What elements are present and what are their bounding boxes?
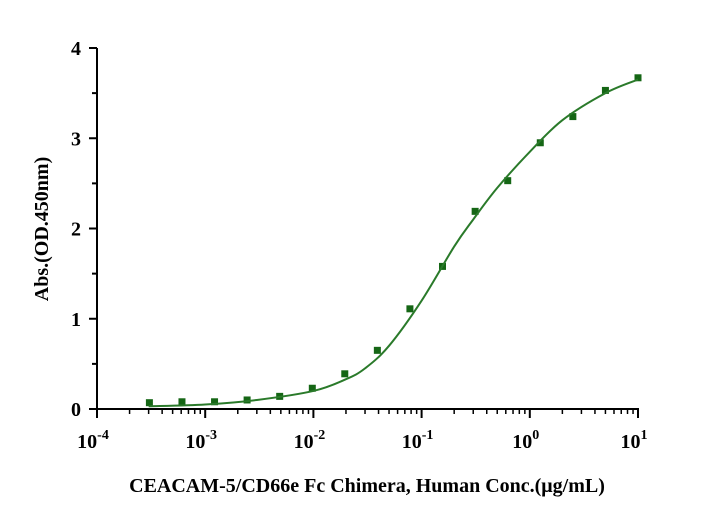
x-tick-label: 10-4: [77, 428, 109, 453]
x-tick-exponent: 1: [641, 428, 648, 443]
y-tick-label: 0: [71, 399, 81, 421]
data-point: [504, 177, 512, 185]
data-point: [243, 396, 251, 404]
data-point: [471, 207, 479, 215]
fit-curve: [148, 78, 639, 408]
x-tick-label: 100: [512, 428, 539, 453]
x-tick-exponent: -1: [422, 428, 434, 443]
data-point: [536, 139, 544, 147]
x-tick-exponent: -2: [314, 428, 326, 443]
y-tick-label: 2: [71, 219, 81, 241]
y-tick-label: 3: [71, 128, 81, 150]
x-tick-base: 10: [402, 431, 422, 453]
data-point: [178, 398, 186, 406]
y-tick-label: 1: [71, 309, 81, 331]
data-point: [406, 305, 414, 313]
x-axis-title: CEACAM-5/CD66e Fc Chimera, Human Conc.(μ…: [129, 475, 605, 497]
data-point: [569, 113, 577, 121]
data-point: [211, 398, 219, 406]
data-point: [634, 74, 642, 82]
data-point: [341, 370, 349, 378]
x-tick-base: 10: [512, 431, 532, 453]
x-tick-label: 101: [621, 428, 648, 453]
y-tick-label: 4: [71, 38, 81, 60]
data-point: [145, 399, 153, 407]
x-tick-label: 10-2: [294, 428, 326, 453]
data-point: [373, 346, 381, 354]
x-tick-exponent: -4: [97, 428, 109, 443]
x-tick-exponent: -3: [205, 428, 217, 443]
x-tick-base: 10: [294, 431, 314, 453]
y-axis-title: Abs.(OD.450nm): [31, 157, 53, 301]
data-point: [601, 86, 609, 94]
x-tick-exponent: 0: [532, 428, 539, 443]
x-tick-label: 10-1: [402, 428, 434, 453]
x-tick-label: 10-3: [185, 428, 217, 453]
x-tick-base: 10: [185, 431, 205, 453]
x-tick-base: 10: [77, 431, 97, 453]
data-point: [308, 384, 316, 392]
x-tick-base: 10: [621, 431, 641, 453]
